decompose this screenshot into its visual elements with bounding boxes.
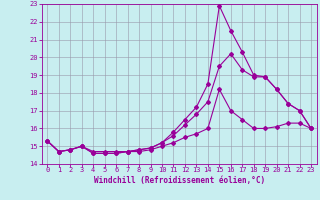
- X-axis label: Windchill (Refroidissement éolien,°C): Windchill (Refroidissement éolien,°C): [94, 176, 265, 185]
